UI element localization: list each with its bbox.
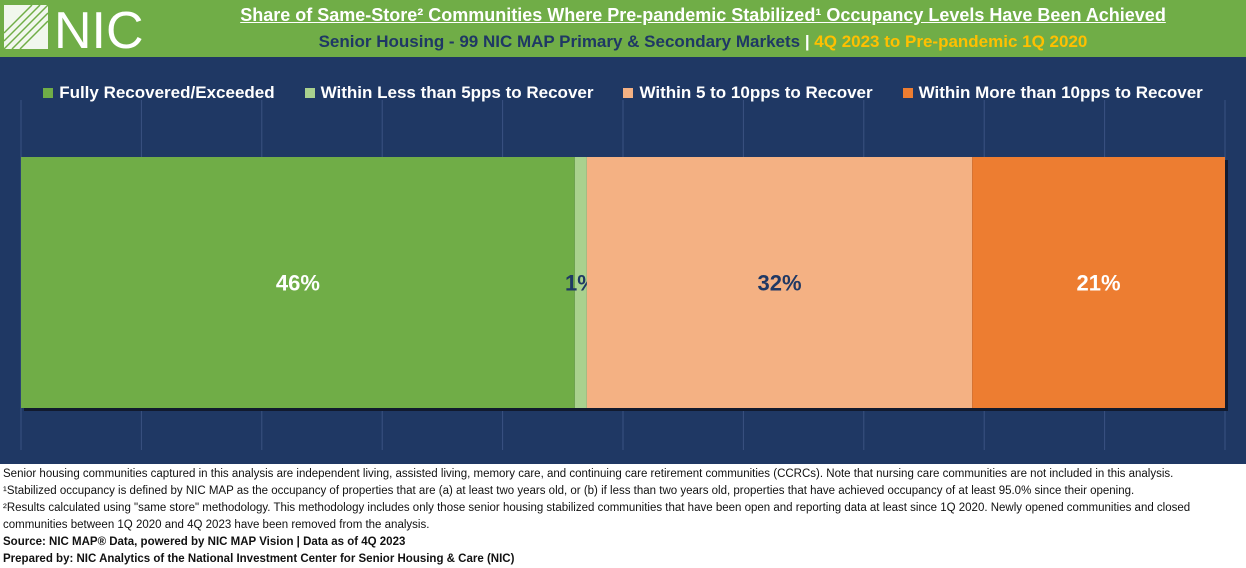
legend-item-1: Within Less than 5pps to Recover — [304, 83, 594, 103]
legend-label: Within 5 to 10pps to Recover — [639, 83, 873, 102]
stacked-bar-chart: 46% 1% 32% 21% — [20, 100, 1228, 450]
legend-label: Within Less than 5pps to Recover — [320, 83, 594, 102]
subtitle-period: 4Q 2023 to Pre-pandemic 1Q 2020 — [814, 32, 1088, 51]
legend-item-3: Within More than 10pps to Recover — [902, 83, 1203, 103]
chart-title: Share of Same-Store² Communities Where P… — [240, 5, 1166, 25]
data-label-0: 46% — [276, 271, 320, 296]
legend: Fully Recovered/Exceeded Within Less than… — [0, 83, 1246, 103]
svg-text:NIC: NIC — [54, 3, 144, 53]
note-same-store: ²Results calculated using "same store" m… — [3, 502, 1191, 531]
legend-item-2: Within 5 to 10pps to Recover — [623, 83, 873, 103]
subtitle-main: Senior Housing - 99 NIC MAP Primary & Se… — [318, 32, 801, 51]
bar-segment-1 — [574, 157, 587, 408]
footnotes: Senior housing communities captured in t… — [3, 466, 1243, 568]
source: Source: NIC MAP® Data, powered by NIC MA… — [3, 536, 406, 548]
legend-label: Fully Recovered/Exceeded — [59, 83, 275, 102]
legend-swatch — [43, 88, 54, 98]
bar-segment-3 — [972, 157, 1225, 408]
subtitle-separator: | — [800, 32, 815, 51]
legend-label: Within More than 10pps to Recover — [918, 83, 1203, 102]
legend-swatch — [304, 88, 315, 98]
legend-swatch — [902, 88, 913, 98]
legend-item-0: Fully Recovered/Exceeded — [43, 83, 275, 103]
bar-segment-0 — [21, 157, 575, 408]
data-label-3: 21% — [1077, 271, 1121, 296]
note-stabilized: ¹Stabilized occupancy is defined by NIC … — [3, 485, 1135, 497]
prepared-by: Prepared by: NIC Analytics of the Nation… — [3, 553, 515, 565]
chart-subtitle: Senior Housing - 99 NIC MAP Primary & Se… — [160, 32, 1246, 52]
header-banner: NIC Share of Same-Store² Communities Whe… — [0, 0, 1246, 57]
nic-logo: NIC — [4, 3, 144, 53]
legend-swatch — [623, 88, 634, 98]
bar-segment-2 — [586, 157, 973, 408]
data-label-2: 32% — [757, 271, 801, 296]
note-scope: Senior housing communities captured in t… — [3, 468, 1174, 480]
